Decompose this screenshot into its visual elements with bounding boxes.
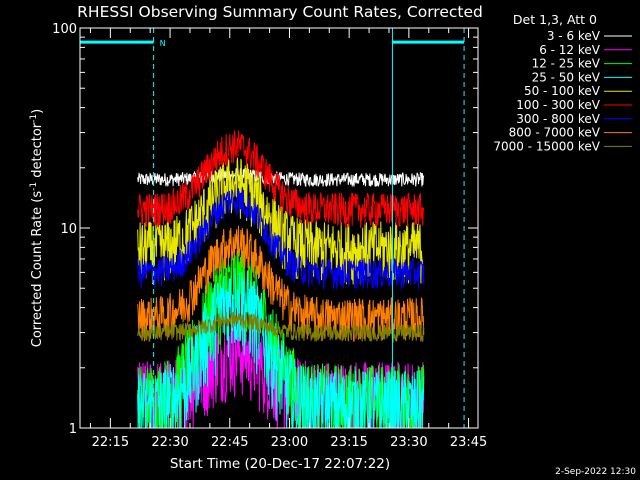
- series-line-0: [137, 167, 425, 188]
- x-tick-label-0: 22:15: [92, 435, 129, 450]
- night-marker-label: N: [160, 39, 166, 48]
- series-line-8: [137, 311, 425, 344]
- chart-title: RHESSI Observing Summary Count Rates, Co…: [77, 3, 483, 21]
- x-axis-label: Start Time (20-Dec-17 22:07:22): [170, 456, 390, 472]
- x-tick-label-3: 23:00: [271, 435, 308, 450]
- axis-layer: 1 10 100 22:15 22:30 22:45 23:00 23:15 23:30 23:4…: [52, 22, 487, 450]
- legend-label-7: 800 - 7000 keV: [509, 126, 601, 140]
- y-axis-label-sup2: -1: [29, 114, 39, 123]
- legend-label-3: 25 - 50 keV: [532, 70, 601, 84]
- legend-label-8: 7000 - 15000 keV: [493, 139, 600, 153]
- x-tick-label-1: 22:30: [151, 435, 188, 450]
- series-line-7: [137, 225, 425, 342]
- y-tick-label-2: 100: [52, 22, 77, 37]
- y-axis-label-end: ): [30, 109, 45, 114]
- x-tick-label-6: 23:45: [450, 435, 487, 450]
- x-tick-label-5: 23:30: [390, 435, 427, 450]
- series-line-6: [137, 187, 425, 290]
- footer-date: 2-Sep-2022 12:30: [555, 467, 636, 477]
- x-tick-label-4: 23:15: [330, 435, 367, 450]
- series-line-3: [137, 267, 425, 429]
- y-axis-label-sup1: -1: [29, 182, 39, 191]
- data-layer: [137, 130, 425, 430]
- legend-label-0: 3 - 6 keV: [547, 29, 601, 43]
- y-tick-label-1: 10: [60, 222, 77, 237]
- legend-label-2: 12 - 25 keV: [532, 57, 601, 71]
- y-axis-label: Corrected Count Rate (s-1 detector-1): [29, 109, 45, 347]
- y-tick-label-0: 1: [69, 422, 77, 437]
- y-axis-label-mid: detector: [30, 122, 45, 182]
- legend-label-5: 100 - 300 keV: [516, 98, 600, 112]
- legend-label-6: 300 - 800 keV: [516, 112, 600, 126]
- legend-header: Det 1,3, Att 0: [513, 12, 597, 27]
- x-tick-label-2: 22:45: [211, 435, 248, 450]
- legend-label-1: 6 - 12 keV: [539, 43, 601, 57]
- y-axis-label-main: Corrected Count Rate (s: [30, 191, 45, 348]
- legend-label-4: 50 - 100 keV: [524, 84, 601, 98]
- series-line-5: [137, 130, 425, 228]
